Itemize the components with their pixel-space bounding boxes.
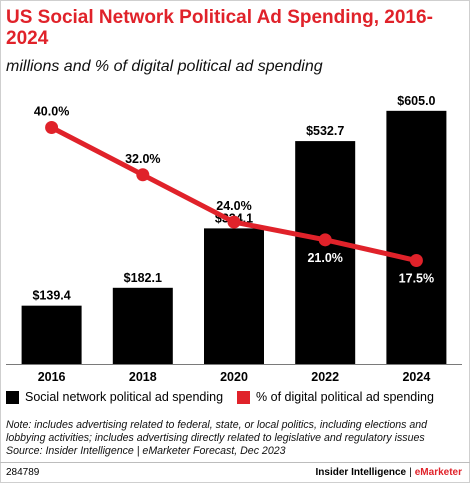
line-value-label: 40.0% — [34, 104, 69, 118]
line-point — [45, 120, 59, 134]
bar-value-label: $182.1 — [124, 271, 162, 285]
bar — [204, 228, 264, 364]
brand-separator: | — [409, 467, 412, 478]
bar — [112, 287, 173, 364]
legend-swatch-bars — [6, 390, 19, 404]
x-tick-label: 2018 — [129, 370, 157, 384]
note-line: Note: includes advertising related to fe… — [6, 419, 428, 431]
line-value-label: 24.0% — [216, 199, 251, 213]
legend: Social network political ad spending % o… — [6, 390, 466, 404]
bar — [295, 141, 356, 364]
bar-value-label: $139.4 — [32, 289, 70, 303]
bar-value-label: $605.0 — [397, 94, 435, 108]
line-value-label: 21.0% — [307, 251, 342, 265]
x-tick-label: 2016 — [38, 370, 66, 384]
footer-divider — [0, 462, 470, 463]
brand-name: Insider Intelligence — [315, 467, 407, 478]
x-tick-label: 2020 — [220, 370, 248, 384]
bar-value-label: $532.7 — [306, 124, 344, 138]
bar — [386, 110, 447, 364]
line-value-label: 32.0% — [125, 152, 160, 166]
legend-label-bars: Social network political ad spending — [25, 390, 224, 404]
chart-id: 284789 — [6, 467, 40, 478]
line-point — [409, 254, 423, 268]
legend-item-bars: Social network political ad spending — [6, 390, 223, 404]
chart-notes: Note: includes advertising related to fe… — [6, 419, 466, 458]
legend-item-line: % of digital political ad spending — [237, 390, 434, 404]
chart-title: US Social Network Political Ad Spending,… — [6, 7, 433, 49]
bar — [21, 305, 82, 364]
brand-emarketer: eMarketer — [414, 467, 462, 478]
brand-logo: Insider Intelligence | eMarketer — [316, 467, 462, 478]
line-value-label: 17.5% — [399, 272, 434, 286]
legend-swatch-line — [237, 390, 251, 404]
note-line: lobbying activities; includes advertisin… — [6, 432, 425, 444]
x-tick-label: 2022 — [311, 370, 339, 384]
line-point — [136, 168, 150, 182]
line-point — [227, 215, 241, 229]
legend-label-line: % of digital political ad spending — [256, 390, 434, 404]
chart-plot: $139.4$182.1$324.1$532.7$605.02016201820… — [6, 94, 462, 384]
x-tick-label: 2024 — [402, 370, 430, 384]
line-point — [318, 233, 332, 247]
source-line: Source: Insider Intelligence | eMarketer… — [6, 445, 286, 457]
chart-subtitle: millions and % of digital political ad s… — [6, 58, 323, 75]
